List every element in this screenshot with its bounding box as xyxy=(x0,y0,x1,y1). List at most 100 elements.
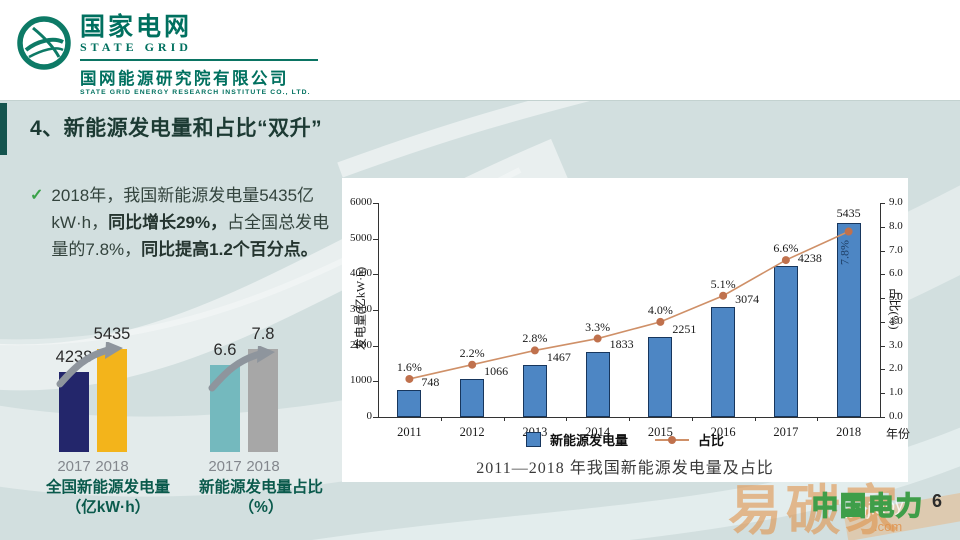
right-tick-label: 7.0 xyxy=(889,243,903,256)
title-accent-stripe xyxy=(0,103,7,155)
right-tick-label: 4.0 xyxy=(889,314,903,327)
bar-2017 xyxy=(773,265,798,417)
org-name-en: STATE GRID ENERGY RESEARCH INSTITUTE CO.… xyxy=(80,89,311,97)
bullet-seg-bold: 同比提高1.2个百分点。 xyxy=(141,240,318,260)
right-axis-tick xyxy=(880,393,885,395)
right-axis-title: 占比(%) xyxy=(887,287,902,330)
state-grid-logo-icon xyxy=(17,16,71,70)
line-marker xyxy=(781,256,790,265)
page-title: 4、新能源发电量和占比“双升” xyxy=(30,117,323,140)
brand-block: 国家电网 STATE GRID 国网能源研究院有限公司 STATE GRID E… xyxy=(80,14,318,96)
left-axis-tick xyxy=(373,274,378,276)
bar-value-label: 5435 xyxy=(836,206,861,221)
header: 国家电网 STATE GRID 国网能源研究院有限公司 STATE GRID E… xyxy=(0,0,960,101)
x-axis-tick xyxy=(629,417,630,421)
left-axis-title: 发电量(亿kW·h) xyxy=(353,266,368,351)
left-axis-tick xyxy=(373,345,378,347)
bullet-item: ✓ 2018年，我国新能源发电量5435亿kW·h，同比增长29%，占全国总发电… xyxy=(30,182,338,264)
brand-name-en: STATE GRID xyxy=(80,40,192,55)
bullet-seg-bold: 同比增长29%， xyxy=(108,213,228,233)
share-value-label: 3.3% xyxy=(585,319,611,334)
right-axis-tick xyxy=(880,369,885,371)
legend-bar-label: 新能源发电量 xyxy=(549,433,628,448)
line-marker xyxy=(530,346,539,355)
share-value-label: 2.2% xyxy=(459,345,485,360)
checkmark-icon: ✓ xyxy=(30,187,44,204)
right-tick-label: 9.0 xyxy=(889,196,903,208)
bar-2012 xyxy=(460,378,485,417)
right-axis-tick xyxy=(880,321,885,323)
growth-arrow-icon xyxy=(208,346,275,392)
left-axis-line xyxy=(378,203,379,417)
bar-2015 xyxy=(648,336,673,417)
chart-panel: 0 1000 2000 3000 4000 5000 6000 0.0 1.0 2.0 3.0 4.0… xyxy=(342,178,910,482)
bar-value-label: 1066 xyxy=(484,363,509,378)
x-axis-tick xyxy=(754,417,756,421)
right-tick-label: 6.0 xyxy=(889,267,903,280)
page-number: 6 xyxy=(932,491,943,511)
share-value-label: 2.8% xyxy=(522,331,548,346)
brand-name-cn: 国家电网 xyxy=(80,13,193,41)
right-tick-label: 5.0 xyxy=(889,291,903,304)
right-tick-label: 1.0 xyxy=(889,386,903,399)
mini-bar-year: 2017 xyxy=(208,458,242,475)
watermark-domain-suffix: .com xyxy=(874,519,903,534)
bar-value-label: 2251 xyxy=(672,321,697,336)
right-tick-label: 2.0 xyxy=(889,362,903,375)
left-axis-tick xyxy=(373,417,378,418)
line-marker xyxy=(719,291,728,300)
x-axis-tick xyxy=(503,417,505,421)
x-axis-tick xyxy=(691,417,693,421)
bar-value-label: 748 xyxy=(421,375,440,390)
brand-divider xyxy=(80,59,318,62)
right-tick-label: 3.0 xyxy=(889,338,903,351)
mini-chart-share: 新能源发电量占比 （%） 6.6 2017 7.8 2018 xyxy=(188,322,334,522)
mini-chart-caption: 新能源发电量占比 xyxy=(198,479,323,496)
right-axis-tick xyxy=(880,274,885,276)
line-marker xyxy=(405,374,414,383)
left-axis-tick xyxy=(373,381,378,383)
bar-value-label: 3074 xyxy=(735,292,760,307)
right-tick-label: 8.0 xyxy=(889,219,903,232)
right-axis-tick xyxy=(880,417,885,418)
bar-2014 xyxy=(585,351,610,417)
left-tick-label: 6000 xyxy=(350,196,372,208)
bar-2011 xyxy=(397,390,422,417)
line-marker xyxy=(593,334,602,343)
left-axis-tick xyxy=(373,203,378,204)
left-axis-tick xyxy=(373,238,378,240)
legend-line-label: 占比 xyxy=(698,433,725,448)
right-axis-tick xyxy=(880,250,885,252)
left-tick-label: 5000 xyxy=(350,231,372,244)
mini-bar-value: 7.8 xyxy=(251,325,275,343)
x-axis-tick xyxy=(440,417,442,421)
mini-bar-year: 2017 xyxy=(57,458,91,475)
mini-chart-unit: （亿kW·h） xyxy=(65,499,151,516)
legend-line-swatch-icon xyxy=(655,435,689,444)
right-axis-tick xyxy=(880,226,885,228)
share-value-label: 6.6% xyxy=(773,241,799,256)
right-tick-label: 0.0 xyxy=(889,410,903,422)
chart-legend: 新能源发电量 占比 xyxy=(342,430,908,449)
mini-chart-unit: （%） xyxy=(238,499,284,516)
legend-bar-swatch-icon xyxy=(525,432,541,447)
left-tick-label: 1000 xyxy=(350,374,372,387)
share-value-label: 5.1% xyxy=(710,276,736,291)
left-axis-tick xyxy=(373,310,378,311)
right-axis-tick xyxy=(880,203,885,204)
right-axis-tick xyxy=(880,298,885,300)
bar-value-label: 1467 xyxy=(546,349,571,364)
mini-bar-year: 2018 xyxy=(95,458,129,475)
line-marker xyxy=(468,360,477,369)
right-axis-line xyxy=(880,203,881,417)
right-axis-tick xyxy=(880,345,885,347)
mini-chart-caption: 全国新能源发电量 xyxy=(45,479,170,496)
growth-arrow-icon xyxy=(56,342,123,388)
bar-2013 xyxy=(522,364,547,417)
bullet-text: 2018年，我国新能源发电量5435亿kW·h，同比增长29%，占全国总发电量的… xyxy=(51,182,338,264)
watermark-brand: 中国电力 xyxy=(811,490,925,522)
left-tick-label: 0 xyxy=(366,410,373,422)
org-name-cn: 国网能源研究院有限公司 xyxy=(80,70,289,89)
line-marker xyxy=(656,317,665,326)
